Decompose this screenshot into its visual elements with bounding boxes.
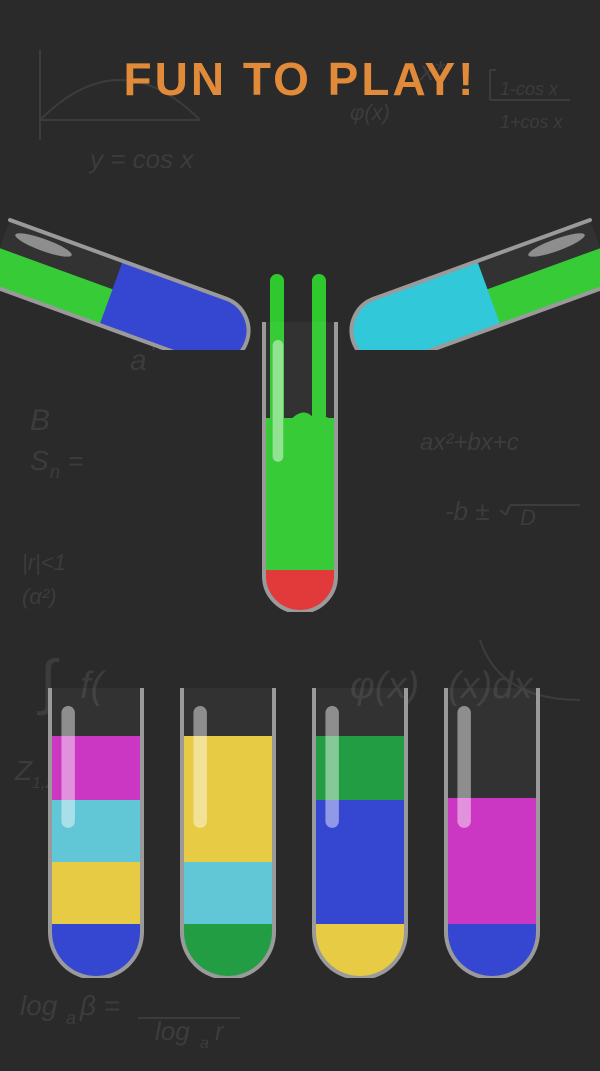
center-tube[interactable] [262, 322, 338, 612]
bottom-tube-1[interactable] [48, 688, 144, 978]
game-stage [0, 0, 600, 1066]
pouring-tube-left[interactable] [0, 150, 310, 350]
bottom-tube-3[interactable] [312, 688, 408, 978]
pouring-tube-right[interactable] [290, 150, 600, 350]
bottom-tube-2[interactable] [180, 688, 276, 978]
bottom-tube-4[interactable] [444, 688, 540, 978]
